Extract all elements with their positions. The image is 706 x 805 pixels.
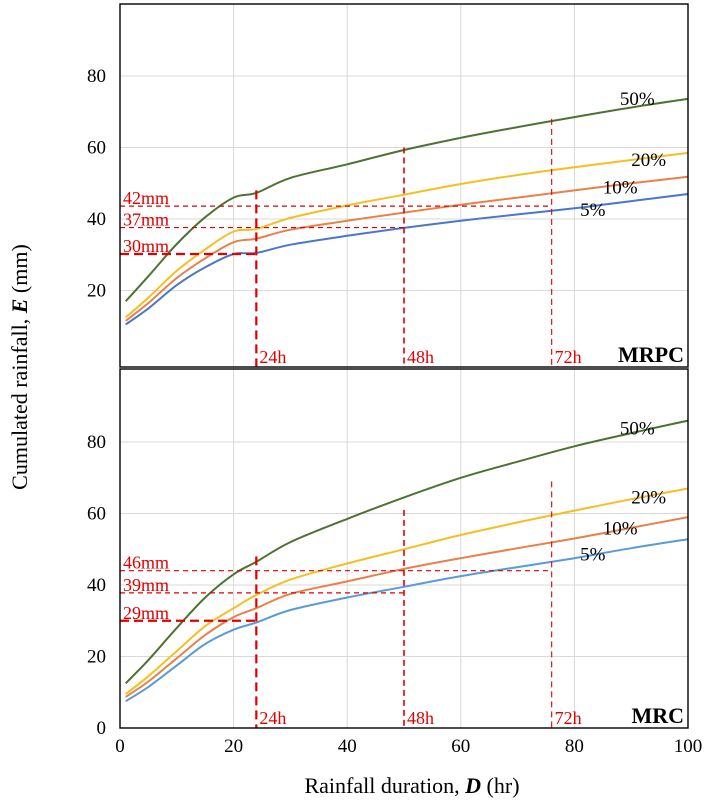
y-tick-label: 40: [87, 209, 106, 230]
y-tick-label: 80: [87, 432, 106, 453]
x-tick-label: 100: [674, 736, 703, 757]
x-tick-label: 0: [115, 736, 125, 757]
ref-level-label: 46mm: [123, 553, 169, 573]
ref-level-label: 42mm: [123, 188, 169, 208]
y-tick-label: 60: [87, 138, 106, 159]
y-tick-label: 40: [87, 575, 106, 596]
series-line-50pct: [124, 97, 689, 302]
y-axis-label-text: Cumulated rainfall,: [7, 313, 32, 490]
ref-duration-label: 72h: [555, 708, 582, 728]
ref-duration-label: 24h: [259, 347, 286, 367]
y-axis-label-unit: (mm): [7, 244, 32, 298]
ref-duration-label: 72h: [555, 347, 582, 367]
series-line-50pct: [124, 419, 689, 684]
x-tick-label: 80: [565, 736, 584, 757]
series-label: 50%: [620, 418, 655, 439]
series-label: 20%: [631, 487, 666, 508]
x-axis-label-text: Rainfall duration,: [304, 773, 465, 798]
panel-title: MRPC: [618, 342, 684, 367]
series-line-5pct: [125, 193, 689, 326]
x-tick-label: 20: [224, 736, 243, 757]
x-axis-label: Rainfall duration, D (hr): [304, 773, 519, 798]
y-tick-label: 0: [97, 718, 107, 739]
series-label: 10%: [603, 178, 638, 199]
series-line-5pct: [125, 538, 689, 703]
plot-frame: [119, 3, 689, 368]
y-tick-label: 80: [87, 66, 106, 87]
y-tick-label: 20: [87, 647, 106, 668]
plot-frame: [119, 368, 689, 729]
series-label: 5%: [580, 545, 606, 566]
series-label: 10%: [603, 519, 638, 540]
ref-level-label: 29mm: [123, 603, 169, 623]
series-label: 5%: [580, 200, 606, 221]
panel-title: MRC: [631, 703, 684, 728]
y-axis-label-variable: E: [7, 299, 32, 315]
x-axis-label-unit: (hr): [481, 773, 519, 798]
x-tick-label: 40: [338, 736, 357, 757]
y-tick-label: 20: [87, 281, 106, 302]
ref-level-label: 30mm: [123, 236, 169, 256]
series-label: 50%: [620, 89, 655, 110]
ref-duration-label: 48h: [407, 708, 434, 728]
series-line-20pct: [125, 487, 689, 695]
x-tick-label: 60: [451, 736, 470, 757]
ref-level-label: 37mm: [123, 210, 169, 230]
y-tick-label: 60: [87, 504, 106, 525]
ref-duration-label: 24h: [259, 708, 286, 728]
series-line-10pct: [125, 175, 689, 322]
series-line-10pct: [125, 516, 689, 698]
series-line-20pct: [125, 151, 689, 319]
x-axis-label-variable: D: [464, 773, 481, 798]
ref-level-label: 39mm: [123, 575, 169, 595]
ref-duration-label: 48h: [407, 347, 434, 367]
y-axis-label: Cumulated rainfall, E (mm): [7, 244, 32, 490]
mrc-chart-panel: 0 20 40 60 80 0 20 40 60 80 100 50% 20% 10% 5% 46mm39mm…: [87, 368, 703, 757]
series-label: 20%: [631, 150, 666, 171]
